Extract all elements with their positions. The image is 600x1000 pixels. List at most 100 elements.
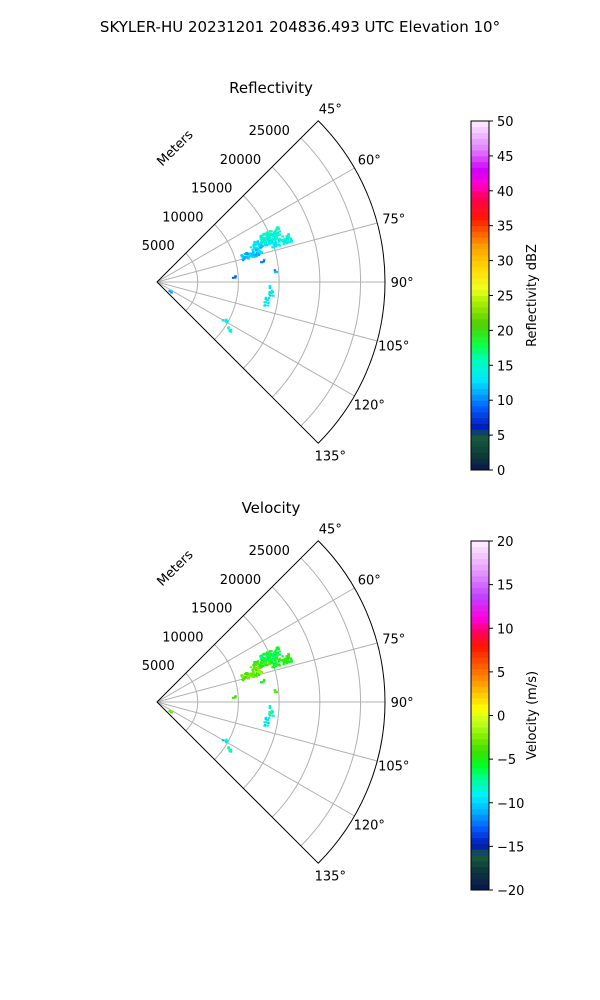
colorbar-swatch	[471, 855, 489, 862]
colorbar-swatch	[471, 365, 489, 372]
echo-gate	[259, 656, 262, 659]
echo-gate	[278, 660, 281, 663]
range-tick-label: 15000	[191, 602, 232, 617]
echo-gate	[266, 658, 269, 661]
echo-gate	[282, 243, 285, 246]
colorbar-swatch	[471, 429, 489, 436]
echo-gate	[268, 714, 272, 717]
echo-gate	[275, 237, 279, 240]
colorbar-swatch	[471, 645, 489, 652]
echo-gate	[254, 660, 257, 663]
colorbar-tick-label: 35	[497, 220, 514, 235]
echo-gate	[244, 673, 248, 676]
colorbar-tick-label: 15	[497, 579, 514, 594]
azimuth-line	[157, 587, 355, 703]
colorbar-swatch	[471, 651, 489, 658]
echo-gate	[257, 665, 260, 668]
echo-gate	[260, 654, 263, 657]
echo-gate	[287, 233, 290, 236]
echo-gate	[274, 662, 278, 665]
echo-gate	[168, 290, 171, 293]
azimuth-tick-label: 105°	[378, 339, 409, 354]
colorbar-swatch	[471, 575, 489, 583]
colorbar-swatch	[471, 382, 489, 389]
echo-gate	[262, 680, 265, 683]
echo-gate	[270, 653, 274, 656]
echo-gate	[278, 230, 282, 233]
echo-gate	[225, 738, 228, 741]
echo-gate	[287, 240, 290, 243]
echo-gate	[261, 664, 265, 667]
echo-gate	[267, 722, 270, 725]
echo-gate	[273, 689, 277, 692]
echo-gate	[254, 663, 257, 666]
echo-gate	[282, 241, 286, 244]
echo-gate	[276, 664, 280, 667]
echo-gate	[257, 245, 260, 248]
echo-gate	[248, 254, 252, 257]
colorbar-swatch	[471, 144, 489, 151]
echo-gate	[264, 301, 268, 304]
echo-gate	[271, 711, 274, 714]
echo-gate	[245, 671, 248, 674]
echo-gate	[286, 238, 290, 241]
colorbar-tick-label: 10	[497, 622, 514, 637]
echo-gate	[255, 663, 258, 666]
colorbar-tick-label: −20	[497, 884, 524, 899]
colorbar-swatch	[471, 417, 489, 424]
azimuth-tick-label: 135°	[315, 449, 346, 464]
echo-gate	[241, 259, 245, 262]
echo-gate	[241, 678, 245, 681]
azimuth-tick-label: 90°	[391, 696, 414, 711]
range-axis-label: Meters	[155, 547, 197, 589]
echo-gate	[274, 656, 278, 659]
panel-title: Reflectivity	[229, 79, 313, 97]
echo-gate	[270, 242, 273, 245]
echo-gate	[257, 251, 260, 254]
colorbar-swatch	[471, 138, 489, 145]
colorbar-swatch	[471, 307, 489, 314]
echo-gate	[266, 652, 269, 655]
range-tick-label: 5000	[142, 659, 175, 674]
colorbar-swatch	[471, 732, 489, 740]
echo-gate	[268, 230, 272, 233]
echo-gate	[221, 319, 225, 322]
echo-gate	[265, 654, 268, 657]
colorbar-tick-label: 45	[497, 150, 514, 165]
echo-gate	[264, 241, 267, 244]
echo-gate	[268, 650, 272, 653]
colorbar-swatch	[471, 388, 489, 395]
echo-gate	[247, 255, 250, 258]
colorbar-tick-label: 10	[497, 394, 514, 409]
echo-gate	[268, 710, 271, 713]
colorbar-swatch	[471, 324, 489, 331]
colorbar-swatch	[471, 721, 489, 728]
azimuth-tick-label: 105°	[378, 759, 409, 774]
echo-gate	[263, 244, 266, 247]
echo-gate	[256, 240, 260, 243]
colorbar-swatch	[471, 225, 489, 232]
polar-grid	[157, 137, 385, 427]
echo-gate	[276, 226, 279, 229]
echo-gate	[274, 241, 278, 244]
echo-gate	[274, 664, 277, 667]
colorbar-swatch	[471, 878, 489, 885]
echo-gate	[268, 237, 272, 240]
echo-gate	[225, 740, 228, 743]
colorbar-swatch	[471, 727, 489, 734]
echo-gate	[260, 671, 264, 674]
echo-gate	[276, 651, 280, 654]
echo-gate	[240, 674, 244, 677]
range-axis-label: Meters	[155, 127, 197, 169]
echo-gate	[248, 674, 252, 677]
echo-gate	[241, 255, 244, 258]
echo-gate	[273, 230, 277, 233]
echo-gate	[260, 662, 264, 665]
colorbar-swatch	[471, 464, 489, 471]
azimuth-line	[157, 281, 355, 397]
echo-gate	[264, 659, 267, 662]
echo-gate	[262, 258, 266, 261]
echo-gate	[268, 290, 271, 293]
colorbar-swatch	[471, 622, 489, 629]
echo-gate	[277, 647, 280, 650]
